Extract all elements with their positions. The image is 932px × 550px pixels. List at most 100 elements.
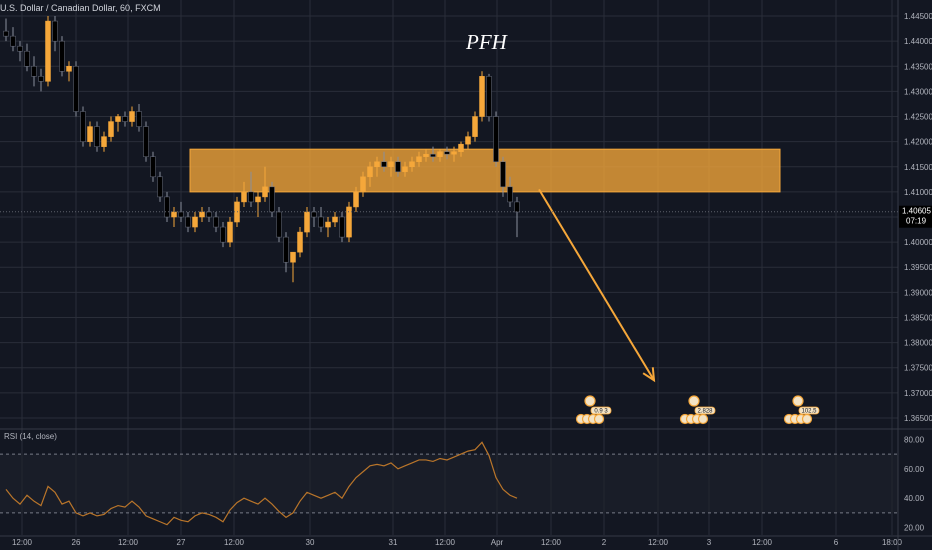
candle <box>220 226 226 243</box>
grid <box>0 0 898 535</box>
current-price-box <box>899 205 932 228</box>
x-tick-label: 26 <box>72 538 81 547</box>
candle <box>24 50 30 67</box>
event-icon <box>801 413 813 425</box>
countdown-label: 07:19 <box>906 217 927 226</box>
y-tick-label: 1.41000 <box>904 188 932 197</box>
x-tick-label: 30 <box>306 538 315 547</box>
forecast-arrow <box>538 188 655 381</box>
candles-layer <box>3 16 520 283</box>
event-badge <box>694 406 716 415</box>
y-tick-label: 1.43000 <box>904 87 932 96</box>
candle <box>31 66 37 77</box>
candle <box>318 216 324 228</box>
candle <box>227 221 233 243</box>
candle <box>297 231 303 253</box>
y-tick-label: 1.44500 <box>904 12 932 21</box>
candle <box>388 161 394 168</box>
rsi-tick-label: 40.00 <box>904 494 925 503</box>
y-tick-label: 1.36500 <box>904 414 932 423</box>
candle <box>269 186 275 213</box>
candle <box>500 161 506 188</box>
candle <box>304 211 310 233</box>
candle <box>122 116 128 122</box>
events-layer: 0.9 3 2.828 102.5 <box>575 395 820 425</box>
candle <box>206 211 212 218</box>
candle <box>192 216 198 228</box>
candle <box>171 211 177 218</box>
candle <box>465 136 471 145</box>
candle <box>311 211 317 218</box>
event-badge <box>798 406 820 415</box>
x-tick-label: 12:00 <box>541 538 562 547</box>
candle <box>38 76 44 82</box>
candle <box>444 151 450 155</box>
y-tick-label: 1.39500 <box>904 263 932 272</box>
candle <box>374 161 380 168</box>
candle <box>514 201 520 213</box>
candle <box>395 161 401 173</box>
event-icon <box>792 395 804 407</box>
candle <box>276 211 282 238</box>
event-label: 2.828 <box>697 409 713 415</box>
candle <box>59 40 65 72</box>
rsi-tick-label: 20.00 <box>904 524 925 533</box>
x-tick-label: 18:00 <box>882 538 903 547</box>
pfh-annotation: PFH <box>466 30 507 54</box>
candle <box>17 45 23 52</box>
candle <box>507 186 513 203</box>
candle <box>115 116 121 122</box>
candle <box>290 251 296 263</box>
candle <box>409 161 415 168</box>
candle <box>255 196 261 203</box>
forecast-arrow-head <box>642 367 656 383</box>
candle <box>416 156 422 162</box>
x-tick-label: 12:00 <box>752 538 773 547</box>
x-tick-label: 12:00 <box>435 538 456 547</box>
candle <box>367 166 373 178</box>
x-tick-label: 12:00 <box>118 538 139 547</box>
event-icon <box>688 395 700 407</box>
y-tick-label: 1.38000 <box>904 339 932 348</box>
candle <box>164 196 170 218</box>
x-tick-label: 12:00 <box>224 538 245 547</box>
x-tick-label: Apr <box>491 538 504 547</box>
y-tick-label: 1.38500 <box>904 313 932 322</box>
x-tick-label: 3 <box>707 538 712 547</box>
rsi-line <box>5 441 518 526</box>
candle <box>3 30 9 37</box>
candle <box>479 76 485 117</box>
candle <box>199 211 205 218</box>
candle <box>52 20 58 42</box>
rsi-title: RSI (14, close) <box>4 432 57 441</box>
candle <box>45 20 51 82</box>
candle <box>150 156 156 178</box>
y-tick-label: 1.41500 <box>904 163 932 172</box>
candle <box>129 111 135 122</box>
x-tick-label: 12:00 <box>12 538 33 547</box>
candle <box>360 176 366 193</box>
event-badge <box>590 406 612 415</box>
y-tick-label: 1.37000 <box>904 389 932 398</box>
event-label: 102.5 <box>801 409 817 415</box>
candle <box>493 116 499 162</box>
symbol-title: U.S. Dollar / Canadian Dollar, 60, FXCM <box>0 3 161 13</box>
rsi-tick-label: 60.00 <box>904 465 925 474</box>
candle <box>143 126 149 157</box>
candle <box>346 206 352 238</box>
candle <box>178 211 184 218</box>
candle <box>353 191 359 208</box>
candle <box>80 111 86 142</box>
current-price-label: 1.40605 <box>902 207 931 216</box>
x-tick-label: 12:00 <box>648 538 669 547</box>
candle <box>451 151 457 155</box>
forecast-arrow-layer <box>538 188 656 383</box>
candle <box>185 216 191 228</box>
candle <box>283 236 289 263</box>
rsi-tick-label: 80.00 <box>904 435 925 444</box>
candle <box>157 176 163 198</box>
y-tick-label: 1.42000 <box>904 138 932 147</box>
candle <box>402 166 408 173</box>
